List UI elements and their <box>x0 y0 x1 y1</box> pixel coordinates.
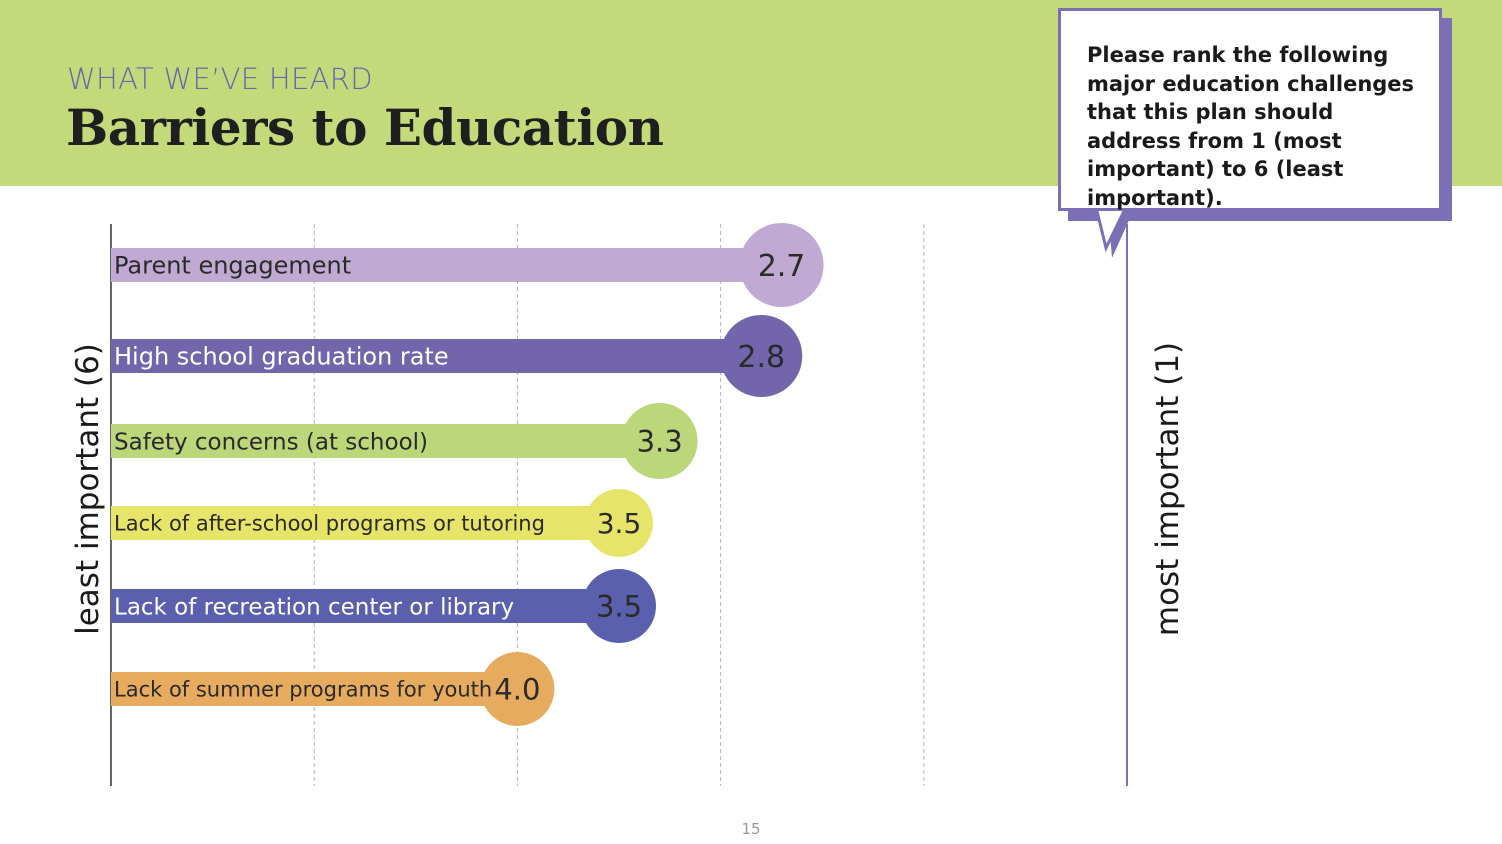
bar-label: Safety concerns (at school) <box>114 429 428 455</box>
data-label: 3.5 <box>596 589 642 623</box>
bar-label: Lack of summer programs for youth <box>114 678 492 702</box>
bar-label: Parent engagement <box>114 252 351 280</box>
page-number: 15 <box>741 820 761 838</box>
callout-text: Please rank the following major educatio… <box>1087 43 1415 210</box>
bar <box>111 339 762 373</box>
axis-label-least-important: least important (6) <box>70 343 106 635</box>
bar <box>111 248 782 282</box>
bar-end-circle <box>582 569 656 643</box>
bar-label: High school graduation rate <box>114 343 449 371</box>
section-kicker: WHAT WE’VE HEARD <box>67 62 373 96</box>
bar-end-circle <box>720 315 803 397</box>
data-label: 2.8 <box>737 340 785 375</box>
question-callout: Please rank the following major educatio… <box>1058 8 1442 211</box>
axis-label-most-important: most important (1) <box>1150 342 1186 636</box>
bar <box>111 506 619 540</box>
bar-end-circle <box>621 403 698 479</box>
data-label: 3.3 <box>637 424 683 458</box>
bar-label: Lack of after-school programs or tutorin… <box>114 512 545 536</box>
data-label: 2.7 <box>758 249 806 284</box>
data-label: 3.5 <box>597 507 642 540</box>
bar-label: Lack of recreation center or library <box>114 594 514 620</box>
data-label: 4.0 <box>494 672 540 706</box>
bar <box>111 672 518 706</box>
page-title: Barriers to Education <box>66 98 664 157</box>
bar-end-circle <box>739 223 824 307</box>
bar <box>111 589 619 623</box>
bar <box>111 424 660 458</box>
bar-end-circle <box>585 489 653 557</box>
bar-end-circle <box>480 652 555 726</box>
